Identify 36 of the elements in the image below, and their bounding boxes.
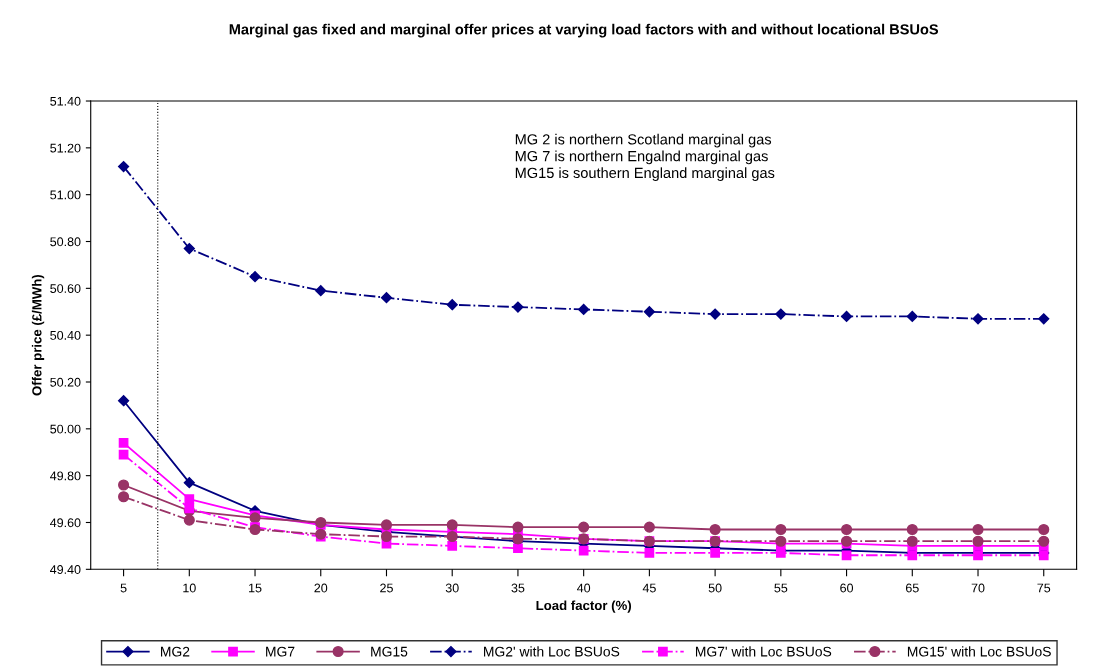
x-tick-label: 70: [971, 583, 985, 593]
x-tick-label: 5: [120, 583, 127, 593]
x-tick-label: 65: [905, 583, 919, 593]
y-tick-label: 49.40: [50, 565, 81, 574]
y-tick-label: 50.00: [50, 424, 81, 434]
y-tick-label: 50.80: [50, 237, 81, 247]
y-tick-label: 49.80: [50, 471, 81, 481]
x-tick-label: 75: [1037, 583, 1051, 593]
x-tick-label: 15: [249, 583, 262, 593]
x-tick-label: 10: [183, 583, 196, 593]
x-tick-label: 35: [511, 583, 525, 593]
legend-label: MG7: [266, 646, 295, 657]
legend-label: MG2' with Loc BSUoS: [484, 646, 620, 657]
x-tick-label: 30: [445, 583, 459, 593]
annotation: MG 2 is northern Scotland marginal gas MG 7 is northern Engalnd marginal gas MG15 is southern England marginal gas: [515, 133, 775, 181]
x-tick-label: 55: [774, 583, 788, 593]
y-axis-title: Offer price (£/MWh): [31, 274, 45, 396]
x-tick-label: 60: [840, 583, 854, 593]
legend-label: MG15' with Loc BSUoS: [907, 646, 1051, 657]
legend-label: MG7' with Loc BSUoS: [695, 646, 832, 657]
y-tick-label: 51.20: [50, 143, 81, 153]
x-tick-label: 40: [577, 583, 591, 593]
y-tick-label: 50.40: [50, 330, 81, 340]
x-tick-label: 25: [380, 583, 393, 593]
y-tick-label: 51.40: [50, 96, 81, 106]
x-tick-label: 20: [314, 583, 328, 593]
y-tick-label: 50.20: [50, 377, 81, 387]
legend-label: MG15: [371, 646, 408, 657]
legend-label: MG2: [161, 646, 190, 657]
y-tick-label: 50.60: [50, 284, 81, 293]
y-tick-label: 51.00: [50, 190, 81, 200]
y-tick-label: 49.60: [50, 518, 81, 528]
x-axis-title: Load factor (%): [536, 600, 632, 613]
chart-title: Marginal gas fixed and marginal offer prices at varying load factors with and without locational BSUoS: [229, 23, 939, 38]
x-tick-label: 50: [708, 583, 722, 593]
x-tick-label: 45: [642, 583, 656, 593]
